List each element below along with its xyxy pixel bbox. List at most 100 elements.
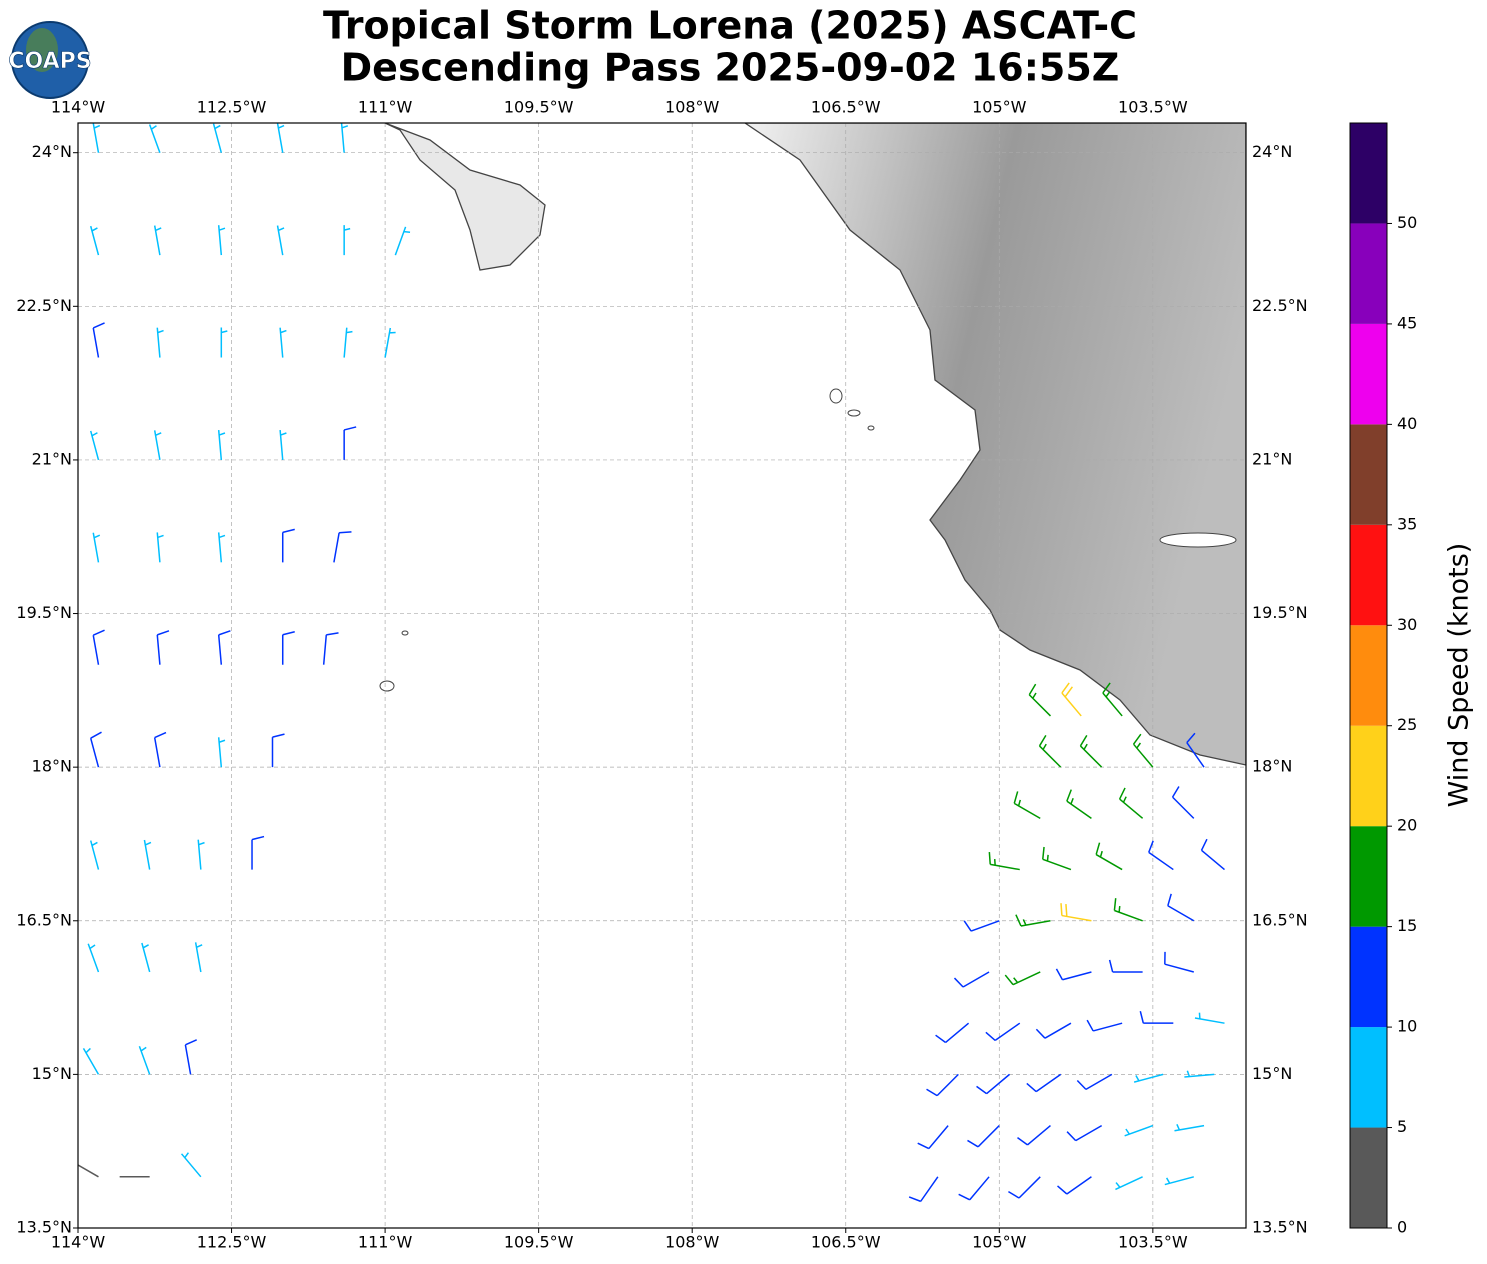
- colorbar-segment: [1350, 1127, 1387, 1228]
- wind-barb: [184, 1039, 197, 1075]
- wind-barb: [1086, 1019, 1123, 1032]
- wind-barb: [1066, 1124, 1103, 1142]
- y-tick-label: 16.5°N: [16, 910, 72, 929]
- wind-barb: [156, 532, 164, 563]
- wind-barb: [1026, 1073, 1062, 1093]
- wind-barb: [1055, 968, 1092, 981]
- y-tick-label: 21°N: [32, 449, 72, 468]
- y-tick-label: 24°N: [1252, 142, 1292, 161]
- colorbar-segment: [1350, 926, 1387, 1028]
- wind-barb: [1042, 846, 1072, 871]
- x-tick-label: 103.5°W: [1118, 98, 1188, 117]
- wind-barb: [1108, 959, 1143, 973]
- wind-barb: [958, 1176, 990, 1201]
- title-line: Tropical Storm Lorena (2025) ASCAT-C: [323, 4, 1137, 48]
- colorbar-tick-label: 30: [1397, 615, 1417, 634]
- wind-barb: [180, 1152, 202, 1178]
- wind-barb: [1164, 1176, 1194, 1186]
- wind-barb: [1013, 791, 1041, 820]
- wind-barb: [322, 632, 339, 665]
- x-tick-label: 111°W: [358, 98, 413, 117]
- wind-barb: [82, 1047, 100, 1075]
- x-tick-label: 103.5°W: [1118, 1233, 1188, 1252]
- wind-barb: [988, 851, 1020, 871]
- colorbar-segment: [1350, 223, 1387, 324]
- wind-barb: [156, 630, 170, 665]
- wind-barb: [1008, 1176, 1041, 1199]
- y-tick-label: 15°N: [1252, 1064, 1292, 1083]
- wind-barb: [89, 225, 100, 256]
- wind-barb: [141, 942, 151, 973]
- wind-barb: [1194, 1012, 1225, 1024]
- wind-barb: [281, 528, 295, 563]
- wind-barb: [935, 1022, 970, 1044]
- wind-barb: [333, 531, 352, 563]
- y-tick-label: 22.5°N: [16, 296, 72, 315]
- colorbar-tick-label: 25: [1397, 715, 1417, 734]
- wind-barb: [217, 532, 226, 563]
- wind-barb: [340, 123, 349, 153]
- colorbar-tick-label: 45: [1397, 313, 1417, 332]
- wind-barb: [89, 430, 100, 461]
- wind-barb: [194, 942, 203, 973]
- wind-barb: [1132, 733, 1154, 768]
- x-tick-label: 105°W: [972, 1233, 1027, 1252]
- mainland: [743, 123, 1246, 766]
- wind-barb: [1102, 682, 1123, 717]
- wind-barb: [1171, 786, 1195, 819]
- wind-barb: [143, 839, 152, 870]
- colorbar-segment: [1350, 123, 1387, 224]
- x-tick-label: 106.5°W: [811, 98, 881, 117]
- colorbar-segment: [1350, 424, 1387, 525]
- wind-barb: [926, 1073, 959, 1097]
- wind-barb: [271, 733, 285, 768]
- y-tick-label: 16.5°N: [1252, 910, 1308, 929]
- y-tick-label: 18°N: [32, 757, 72, 776]
- wind-barb: [1133, 1073, 1164, 1083]
- wind-barb: [138, 1045, 151, 1075]
- wind-barb: [394, 226, 411, 256]
- wind-barb: [967, 1125, 1000, 1148]
- wind-barb: [89, 840, 100, 870]
- wind-barb: [276, 225, 285, 256]
- title-line: Descending Pass 2025-09-02 16:55Z: [341, 46, 1120, 90]
- wind-barb: [1118, 787, 1144, 819]
- x-tick-label: 106.5°W: [811, 1233, 881, 1252]
- wind-barb: [1060, 903, 1092, 922]
- x-tick-label: 109.5°W: [504, 1233, 574, 1252]
- baja-california: [384, 123, 546, 271]
- colorbar-segment: [1350, 826, 1387, 927]
- wind-barb: [279, 327, 287, 358]
- colorbar-label: Wind Speed (knots): [1444, 543, 1475, 808]
- wind-barb: [1017, 1125, 1051, 1146]
- wind-barb: [953, 971, 990, 988]
- wind-barb: [1028, 683, 1052, 717]
- colorbar: 0 5 10 15 20 25 30 35 40 45 50: [1349, 122, 1417, 1237]
- y-tick-label: 24°N: [32, 142, 72, 161]
- colorbar-tick-label: 10: [1397, 1017, 1417, 1036]
- colorbar-frame: [1349, 122, 1388, 1229]
- wind-barb: [281, 631, 295, 665]
- wind-barb: [1004, 971, 1041, 986]
- colorbar-tick-label: 50: [1397, 213, 1417, 232]
- x-tick-label: 111°W: [358, 1233, 413, 1252]
- wind-barb: [92, 629, 105, 665]
- wind-barb: [1186, 732, 1205, 768]
- wind-barb: [153, 225, 162, 256]
- wind-barb: [1079, 734, 1103, 768]
- lake: [1159, 532, 1237, 548]
- colorbar-segment: [1350, 625, 1387, 726]
- colorbar-tick-label: 15: [1397, 916, 1417, 935]
- wind-barb: [1113, 898, 1143, 922]
- colorbar-segment: [1350, 524, 1387, 626]
- wind-barb: [1057, 1176, 1092, 1195]
- wind-barb: [1076, 1073, 1113, 1091]
- wind-barb: [92, 532, 101, 563]
- wind-barb: [153, 731, 167, 768]
- logo-text: COAPS: [8, 49, 91, 74]
- wind-barb: [279, 429, 287, 460]
- wind-barb: [343, 426, 357, 460]
- wind-barb: [343, 225, 351, 256]
- wind-barb: [1035, 1022, 1072, 1039]
